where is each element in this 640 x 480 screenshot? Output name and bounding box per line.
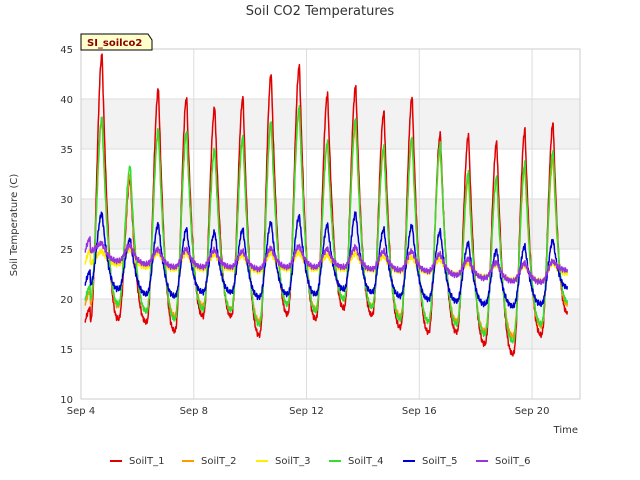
site-badge: SI_soilco2 [80, 33, 153, 51]
chart-title: Soil CO2 Temperatures [246, 4, 395, 19]
x-tick-label: Sep 16 [402, 406, 437, 417]
y-tick-label: 35 [60, 145, 73, 156]
x-axis-label: Time [553, 425, 578, 436]
legend-label: SoilT_4 [348, 456, 384, 467]
y-axis-label: Soil Temperature (C) [9, 174, 20, 277]
x-tick-label: Sep 4 [67, 406, 95, 417]
y-axis-ticks: 10 15 20 25 30 35 40 45 [60, 45, 73, 406]
y-tick-label: 30 [60, 195, 73, 206]
x-tick-label: Sep 20 [515, 406, 550, 417]
legend-label: SoilT_6 [495, 456, 531, 467]
series-line-soilt_6 [84, 236, 569, 286]
y-tick-label: 15 [60, 345, 73, 356]
legend-label: SoilT_1 [129, 456, 165, 467]
series-line-soilt_4 [84, 104, 569, 344]
y-tick-label: 40 [60, 95, 73, 106]
legend: SoilT_1 SoilT_2 SoilT_3 SoilT_4 SoilT_5 SoilT… [110, 456, 531, 467]
legend-label: SoilT_2 [201, 456, 237, 467]
y-tick-label: 25 [60, 245, 73, 256]
x-axis-ticks: Sep 4 Sep 8 Sep 12 Sep 16 Sep 20 [67, 406, 550, 417]
x-tick-label: Sep 12 [289, 406, 324, 417]
y-tick-label: 45 [60, 45, 73, 56]
legend-label: SoilT_3 [275, 456, 311, 467]
site-badge-label: SI_soilco2 [87, 38, 142, 49]
y-tick-label: 10 [60, 395, 73, 406]
series-line-soilt_5 [84, 211, 569, 309]
y-tick-label: 20 [60, 295, 73, 306]
plot-band [81, 299, 580, 349]
series-lines [84, 53, 569, 357]
legend-label: SoilT_5 [422, 456, 458, 467]
plot-frame [80, 48, 581, 400]
x-tick-label: Sep 8 [180, 406, 208, 417]
